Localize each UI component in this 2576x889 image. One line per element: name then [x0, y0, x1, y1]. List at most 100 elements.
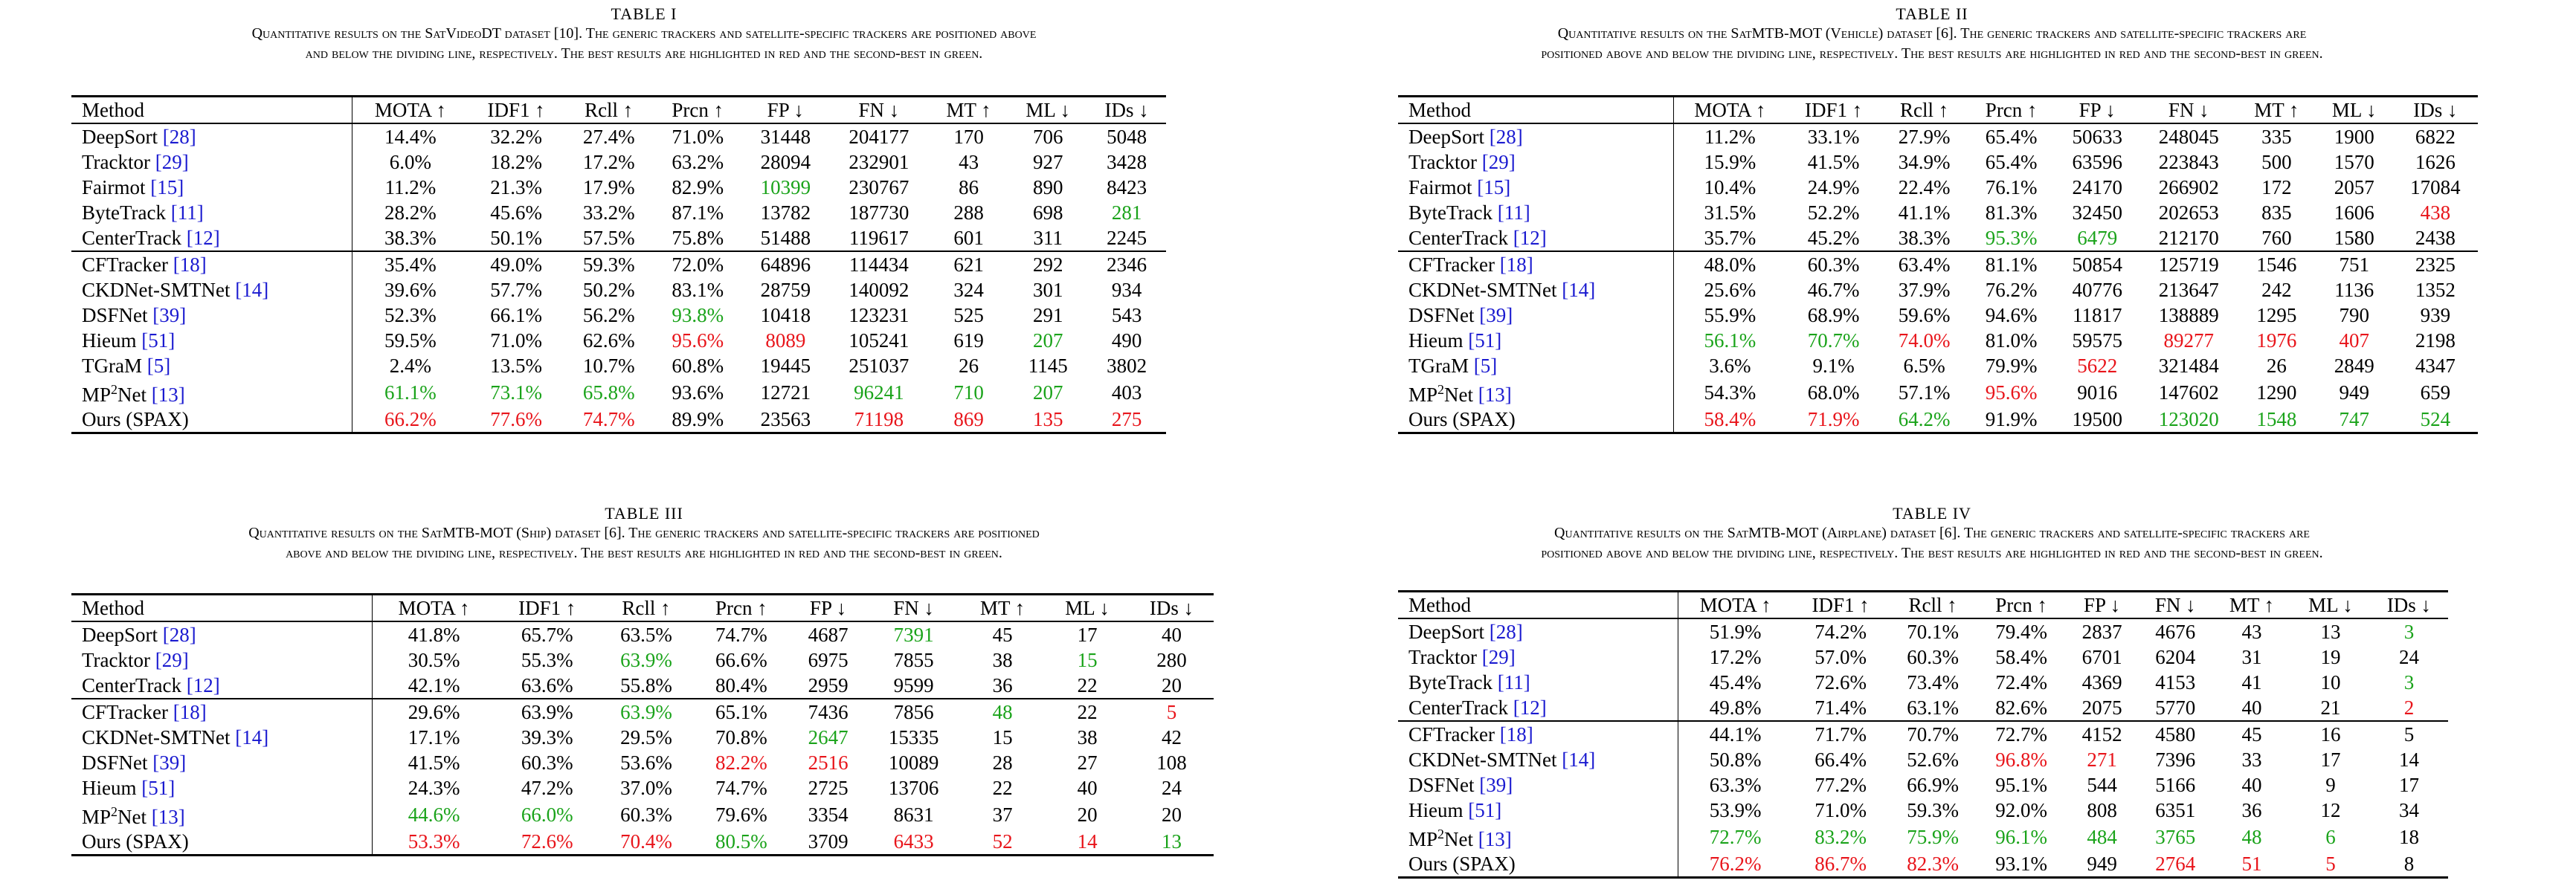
- citation-link[interactable]: [29]: [1481, 150, 1516, 173]
- citation-link[interactable]: [51]: [1468, 798, 1502, 821]
- metric-cell: 71.0%: [1815, 798, 1867, 821]
- metric-cell: 45.6%: [490, 201, 542, 224]
- metric-cell: 52: [992, 830, 1013, 853]
- metric-cell: 27.4%: [582, 125, 635, 148]
- metric-cell: 22.4%: [1898, 175, 1951, 198]
- metric-cell: 50.1%: [490, 226, 542, 249]
- citation-link[interactable]: [39]: [152, 303, 187, 326]
- citation-link[interactable]: [14]: [235, 725, 269, 749]
- metric-cell: 71198: [854, 407, 904, 430]
- metric-cell: 70.4%: [620, 830, 672, 853]
- citation-link[interactable]: [28]: [162, 125, 196, 148]
- metric-cell: 28: [992, 751, 1013, 774]
- metric-cell: 1548: [2256, 407, 2297, 430]
- method-name: Tracktor: [1408, 645, 1477, 668]
- method-name: CFTracker: [82, 700, 169, 723]
- column-header: MOTA ↑: [1699, 593, 1771, 616]
- method-name: DeepSort: [1408, 125, 1484, 148]
- citation-link[interactable]: [11]: [1497, 201, 1530, 224]
- metric-cell: 29.5%: [620, 725, 672, 749]
- metric-cell: 64896: [760, 253, 811, 276]
- table-1-title: TABLE I: [611, 4, 677, 23]
- citation-link[interactable]: [13]: [1478, 384, 1512, 406]
- citation-link[interactable]: [28]: [1489, 620, 1523, 643]
- metric-cell: 4153: [2155, 670, 2196, 694]
- citation-link[interactable]: [39]: [1479, 303, 1513, 326]
- citation-link[interactable]: [12]: [1513, 696, 1547, 719]
- metric-cell: 81.3%: [1985, 201, 2038, 224]
- citation-link[interactable]: [18]: [1499, 722, 1533, 746]
- metric-cell: 65.7%: [521, 623, 573, 646]
- method-name-cell: DSFNet [39]: [71, 750, 373, 775]
- method-name: MP: [82, 384, 112, 406]
- metric-cell: 3765: [2155, 825, 2196, 848]
- citation-link[interactable]: [29]: [155, 648, 189, 671]
- table-row: ByteTrack [11] 45.4% 72.6% 73.4% 72.4% 4369 41…: [1398, 670, 2448, 695]
- citation-link[interactable]: [28]: [162, 623, 196, 646]
- method-name-cell: CenterTrack [12]: [71, 225, 353, 251]
- metric-cell: 207: [1032, 381, 1063, 404]
- metric-cell: 12: [2320, 798, 2341, 821]
- citation-link[interactable]: [11]: [1497, 670, 1530, 694]
- metric-cell: 59.5%: [384, 329, 437, 352]
- metric-cell: 74.7%: [582, 407, 635, 430]
- citation-link[interactable]: [13]: [151, 384, 185, 406]
- citation-link[interactable]: [28]: [1489, 125, 1523, 148]
- metric-cell: 18: [2398, 825, 2419, 848]
- citation-link[interactable]: [13]: [151, 806, 185, 828]
- metric-cell: 15335: [888, 725, 939, 749]
- method-name: DSFNet: [1408, 303, 1475, 326]
- metric-cell: 242: [2261, 278, 2292, 301]
- table-row: MP2Net [13] 44.6% 66.0% 60.3% 79.6% 3354 8631 3…: [71, 801, 1214, 829]
- citation-link[interactable]: [13]: [1478, 828, 1512, 850]
- metric-cell: 62.6%: [582, 329, 635, 352]
- metric-cell: 87.1%: [672, 201, 724, 224]
- metric-cell: 28.2%: [384, 201, 437, 224]
- citation-link[interactable]: [11]: [170, 201, 204, 224]
- method-name-superscript: 2: [1437, 382, 1445, 397]
- metric-cell: 230767: [849, 175, 909, 198]
- citation-link[interactable]: [39]: [1479, 773, 1513, 796]
- column-header: Prcn ↑: [1995, 593, 2047, 616]
- metric-cell: 51.9%: [1709, 620, 1762, 643]
- citation-link[interactable]: [51]: [141, 329, 176, 352]
- citation-link[interactable]: [12]: [1513, 226, 1547, 249]
- citation-link[interactable]: [15]: [150, 175, 184, 198]
- metric-cell: 2.4%: [389, 354, 432, 377]
- citation-link[interactable]: [14]: [235, 278, 269, 301]
- citation-link[interactable]: [12]: [186, 673, 220, 696]
- citation-link[interactable]: [18]: [173, 253, 207, 276]
- table-row: CFTracker [18] 44.1% 71.7% 70.7% 72.7% 4152 45…: [1398, 721, 2448, 747]
- metric-cell: 172: [2261, 175, 2292, 198]
- citation-link[interactable]: [14]: [1562, 278, 1596, 301]
- citation-link[interactable]: [39]: [152, 751, 187, 774]
- metric-cell: 81.0%: [1985, 329, 2038, 352]
- metric-cell: 280: [1156, 648, 1187, 671]
- method-name: CFTracker: [82, 253, 169, 276]
- citation-link[interactable]: [51]: [1468, 329, 1502, 352]
- method-name: DSFNet: [82, 751, 148, 774]
- method-name: Hieum: [1408, 798, 1464, 821]
- method-name-cell: Hieum [51]: [71, 775, 373, 801]
- citation-link[interactable]: [29]: [1481, 645, 1516, 668]
- metric-cell: 57.1%: [1898, 381, 1951, 404]
- metric-cell: 706: [1032, 125, 1063, 148]
- citation-link[interactable]: [29]: [155, 150, 189, 173]
- metric-cell: 81.1%: [1985, 253, 2038, 276]
- metric-cell: 93.6%: [672, 381, 724, 404]
- metric-cell: 93.8%: [672, 303, 724, 326]
- citation-link[interactable]: [18]: [173, 700, 207, 723]
- citation-link[interactable]: [14]: [1562, 748, 1596, 771]
- metric-cell: 70.7%: [1807, 329, 1860, 352]
- method-name-cell: DeepSort [28]: [1398, 123, 1674, 149]
- citation-link[interactable]: [51]: [141, 776, 176, 799]
- citation-link[interactable]: [12]: [186, 226, 220, 249]
- metric-cell: 19500: [2072, 407, 2123, 430]
- citation-link[interactable]: [18]: [1499, 253, 1533, 276]
- citation-link[interactable]: [5]: [146, 354, 171, 377]
- citation-link[interactable]: [15]: [1477, 175, 1511, 198]
- method-name: CKDNet-SMTNet: [82, 725, 231, 749]
- citation-link[interactable]: [5]: [1473, 354, 1498, 377]
- metric-cell: 311: [1033, 226, 1063, 249]
- metric-cell: 60.3%: [521, 751, 573, 774]
